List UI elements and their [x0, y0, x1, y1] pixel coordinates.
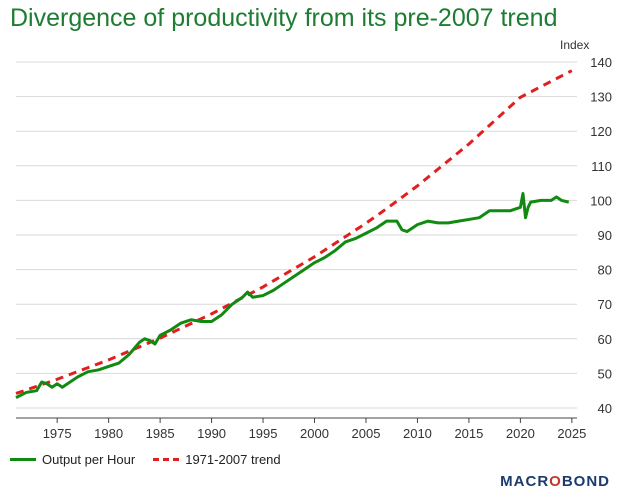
- grid-lines: [16, 61, 577, 409]
- chart-title: Divergence of productivity from its pre-…: [10, 4, 558, 32]
- legend-item-output-per-hour: Output per Hour: [10, 452, 135, 467]
- series-line-output-per-hour: [15, 191, 570, 399]
- y-tick-labels: 40 50 60 70 80 90 100 110 120 130 140: [590, 55, 612, 416]
- y-tick-label-100: 100: [590, 193, 612, 208]
- y-tick-label-80: 80: [598, 263, 612, 278]
- y-tick-label-60: 60: [598, 332, 612, 347]
- legend-label-trend: 1971-2007 trend: [185, 452, 281, 467]
- x-tick-label-2005: 2005: [352, 426, 381, 441]
- x-tick-label-1995: 1995: [249, 426, 278, 441]
- y-tick-label-110: 110: [591, 159, 612, 174]
- y-tick-label-70: 70: [598, 297, 612, 312]
- y-tick-label-50: 50: [598, 366, 612, 381]
- x-tick-label-1975: 1975: [43, 426, 72, 441]
- y-tick-label-90: 90: [598, 228, 612, 243]
- x-tick-label-2010: 2010: [403, 426, 432, 441]
- legend-swatch-dashed: [153, 458, 180, 461]
- y-tick-label-140: 140: [590, 55, 612, 70]
- y-axis-unit-label: Index: [560, 38, 590, 52]
- series-line-1971-2007-trend: [15, 69, 573, 395]
- x-tick-labels: 1975 1980 1985 1990 1995 2000 2005 2010 2015 2020…: [43, 418, 586, 441]
- x-tick-label-1990: 1990: [197, 426, 226, 441]
- legend-label-output-per-hour: Output per Hour: [42, 452, 136, 467]
- x-tick-label-1985: 1985: [146, 426, 175, 441]
- macrobond-logo: MACROBOND: [500, 473, 610, 490]
- legend-item-trend: 1971-2007 trend: [153, 452, 281, 467]
- x-tick-label-2020: 2020: [506, 426, 535, 441]
- x-tick-label-1980: 1980: [94, 426, 123, 441]
- legend: Output per Hour 1971-2007 trend: [10, 452, 299, 467]
- y-tick-label-120: 120: [590, 124, 612, 139]
- series-lines: [15, 69, 573, 399]
- y-tick-label-40: 40: [598, 401, 612, 416]
- legend-swatch-solid: [10, 458, 36, 461]
- y-tick-label-130: 130: [590, 90, 612, 105]
- x-tick-label-2000: 2000: [300, 426, 329, 441]
- x-tick-label-2015: 2015: [454, 426, 483, 441]
- x-tick-label-2025: 2025: [557, 426, 586, 441]
